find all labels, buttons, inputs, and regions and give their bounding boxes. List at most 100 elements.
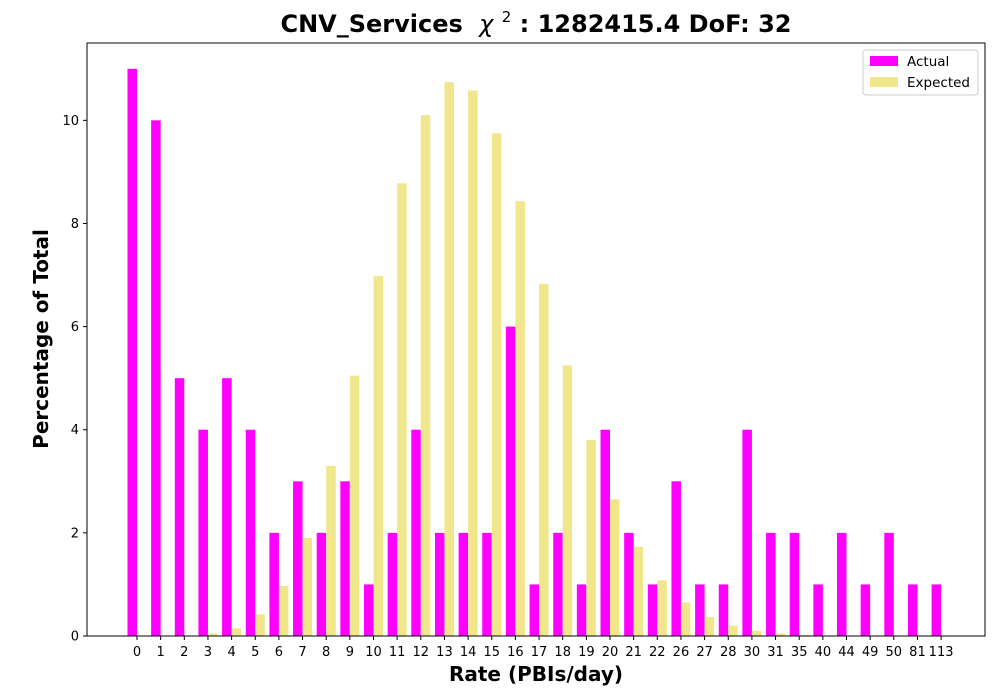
bar-actual-5: [245, 429, 256, 636]
plot-area: 0 1 2 3 4 5 6 7 8 9 10 11 12 13 14 15 16 17 18 19 20 21 22 26 27…: [62, 42, 986, 660]
bar-actual-21: [624, 532, 634, 636]
bar-expected-20: [610, 499, 620, 636]
bar-actual-14: [458, 532, 469, 636]
x-tick-label-28: 28: [720, 645, 737, 660]
x-tick-label-2: 2: [180, 645, 188, 660]
x-tick-label-20: 20: [602, 645, 619, 660]
bar-actual-3: [198, 429, 208, 636]
bar-actual-2: [174, 378, 185, 636]
bar-actual-20: [600, 429, 610, 636]
legend-swatch-expected: [870, 77, 898, 87]
x-tick-label-27: 27: [696, 645, 713, 660]
bar-actual-113: [931, 584, 942, 636]
y-tick-label-0: 0: [71, 630, 79, 645]
bar-actual-18: [553, 532, 563, 636]
bar-expected-14: [468, 90, 478, 636]
x-tick-label-3: 3: [204, 645, 212, 660]
bar-actual-10: [364, 584, 374, 636]
bar-expected-6: [278, 585, 289, 636]
x-tick-label-49: 49: [862, 645, 879, 660]
x-tick-label-10: 10: [365, 645, 382, 660]
bar-actual-1: [151, 120, 161, 637]
x-tick-label-12: 12: [413, 645, 430, 660]
x-tick-label-13: 13: [436, 645, 453, 660]
x-tick-label-30: 30: [744, 645, 761, 660]
x-tick-label-81: 81: [909, 645, 926, 660]
bar-actual-81: [907, 584, 918, 636]
x-tick-label-26: 26: [673, 645, 690, 660]
bar-actual-31: [766, 532, 776, 636]
bar-expected-9: [349, 375, 360, 636]
bar-expected-16: [515, 201, 525, 636]
bar-actual-30: [742, 429, 752, 636]
plot-frame: [86, 42, 986, 637]
bar-actual-28: [718, 584, 729, 636]
x-tick-label-14: 14: [460, 645, 477, 660]
x-tick-label-1: 1: [157, 645, 165, 660]
y-tick-label-8: 8: [71, 217, 79, 232]
x-tick-label-8: 8: [322, 645, 330, 660]
bar-expected-22: [657, 580, 667, 636]
bar-expected-10: [373, 276, 383, 636]
bar-expected-18: [562, 365, 573, 636]
x-tick-label-7: 7: [298, 645, 306, 660]
legend-swatch-actual: [870, 56, 898, 66]
bar-actual-0: [127, 68, 137, 636]
bar-expected-19: [586, 440, 596, 636]
bar-expected-26: [680, 602, 691, 636]
chart-title: CNV_Services χ 2 : 1282415.4 DoF: 32: [280, 0, 791, 38]
x-tick-label-35: 35: [791, 645, 808, 660]
x-tick-label-17: 17: [531, 645, 548, 660]
bar-expected-12: [420, 115, 431, 636]
bar-actual-15: [482, 532, 492, 636]
x-tick-label-4: 4: [227, 645, 235, 660]
bar-expected-31: [775, 633, 786, 636]
bar-actual-40: [813, 584, 823, 636]
bar-expected-3: [207, 633, 218, 636]
x-tick-label-40: 40: [815, 645, 832, 660]
bar-actual-26: [671, 481, 681, 636]
y-axis-label: Percentage of Total: [29, 229, 53, 449]
x-tick-label-16: 16: [507, 645, 524, 660]
bar-actual-8: [316, 532, 327, 636]
x-tick-label-21: 21: [625, 645, 642, 660]
chi-symbol: χ: [477, 10, 494, 38]
bar-actual-13: [434, 532, 445, 636]
bar-expected-35: [799, 634, 809, 636]
bar-actual-4: [222, 378, 232, 636]
bar-actual-49: [860, 584, 871, 636]
bar-expected-11: [397, 183, 407, 636]
bar-actual-35: [789, 532, 800, 636]
x-tick-label-15: 15: [483, 645, 500, 660]
bar-expected-21: [633, 546, 644, 636]
bar-actual-6: [269, 532, 279, 636]
bar-expected-30: [751, 630, 762, 636]
bar-actual-9: [340, 481, 350, 636]
y-tick-label-4: 4: [71, 423, 79, 438]
bar-actual-44: [837, 532, 847, 636]
bar-expected-8: [326, 465, 336, 636]
bar-actual-17: [529, 584, 540, 636]
bar-actual-12: [411, 429, 421, 636]
bar-actual-11: [387, 532, 398, 636]
x-tick-label-19: 19: [578, 645, 595, 660]
y-tick-label-6: 6: [71, 320, 79, 335]
x-tick-label-11: 11: [389, 645, 406, 660]
bar-expected-7: [302, 538, 313, 636]
chart-title-stat: : 1282415.4 DoF: 32: [520, 10, 792, 38]
x-tick-label-44: 44: [838, 645, 855, 660]
bar-expected-13: [444, 82, 454, 636]
bar-actual-19: [576, 584, 587, 636]
x-axis-label: Rate (PBIs/day): [449, 662, 623, 686]
bar-expected-15: [491, 133, 502, 637]
bar-expected-28: [728, 625, 738, 636]
bar-actual-27: [695, 584, 705, 636]
bar-actual-16: [505, 326, 516, 636]
bar-expected-17: [539, 283, 549, 636]
legend-label-expected: Expected: [907, 75, 970, 91]
y-tick-label-2: 2: [71, 526, 79, 541]
y-tick-label-10: 10: [62, 114, 79, 129]
legend-label-actual: Actual: [907, 54, 949, 70]
